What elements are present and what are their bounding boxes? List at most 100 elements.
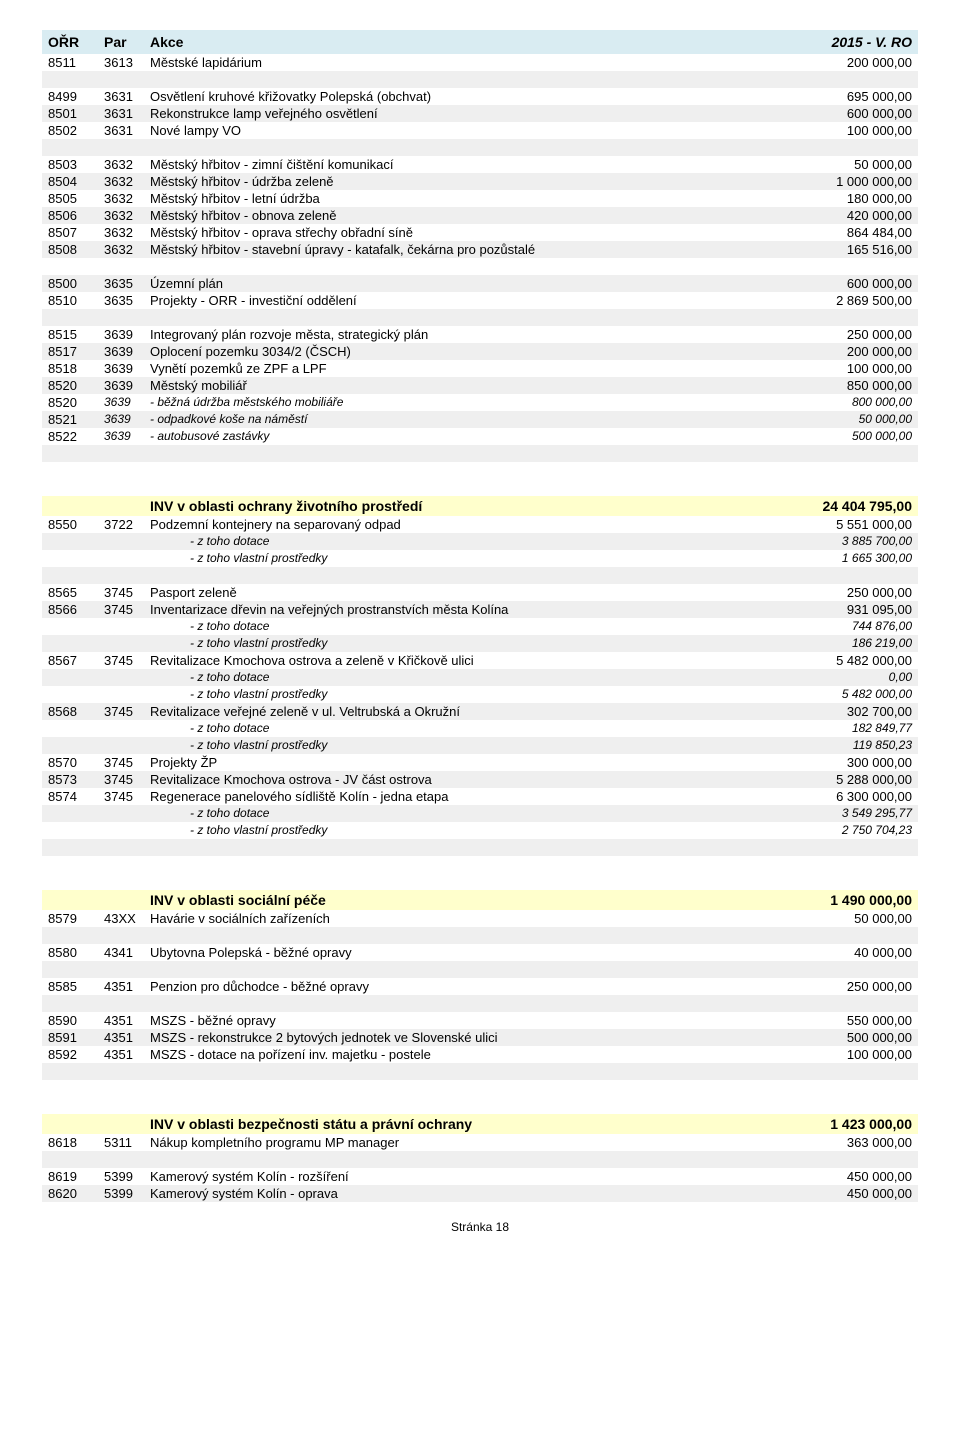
group-env-2: 85653745Pasport zeleně250 000,0085663745… xyxy=(42,584,918,618)
cell-orr: 8502 xyxy=(48,123,104,138)
table-header: OŘR Par Akce 2015 - V. RO xyxy=(42,30,918,54)
cell-par: 3639 xyxy=(104,429,150,444)
cell-orr: 8592 xyxy=(48,1047,104,1062)
cell-orr: 8590 xyxy=(48,1013,104,1028)
cell-value: 200 000,00 xyxy=(762,55,912,70)
cell-orr: 8515 xyxy=(48,327,104,342)
cell-akce: - autobusové zastávky xyxy=(150,429,762,444)
table-row: 85063632Městský hřbitov - obnova zeleně4… xyxy=(42,207,918,224)
cell-value: 695 000,00 xyxy=(762,89,912,104)
table-row: 85083632Městský hřbitov - stavební úprav… xyxy=(42,241,918,258)
cell-orr: 8499 xyxy=(48,89,104,104)
cell-akce: Městský hřbitov - údržba zeleně xyxy=(150,174,762,189)
cell-par: 3639 xyxy=(104,344,150,359)
section-value: 1 490 000,00 xyxy=(762,892,912,908)
cell-value: 302 700,00 xyxy=(762,704,912,719)
cell-orr: 8570 xyxy=(48,755,104,770)
cell-par xyxy=(104,806,150,821)
cell-par: 3635 xyxy=(104,293,150,308)
cell-orr xyxy=(48,806,104,821)
group-env-4-sub: - z toho dotace182 849,77- z toho vlastn… xyxy=(42,720,918,754)
header-orr: OŘR xyxy=(48,34,104,50)
cell-orr: 8573 xyxy=(48,772,104,787)
group-env-4: 85683745Revitalizace veřejné zeleně v ul… xyxy=(42,703,918,720)
section-env: INV v oblasti ochrany životního prostřed… xyxy=(42,496,918,516)
cell-par: 3639 xyxy=(104,412,150,427)
spacer xyxy=(42,927,918,944)
cell-orr: 8619 xyxy=(48,1169,104,1184)
group-2: 84993631Osvětlení kruhové křižovatky Pol… xyxy=(42,88,918,139)
table-row: 85213639- odpadkové koše na náměstí50 00… xyxy=(42,411,918,428)
spacer xyxy=(42,1080,918,1114)
cell-value: 600 000,00 xyxy=(762,276,912,291)
cell-akce: - běžná údržba městského mobiliáře xyxy=(150,395,762,410)
cell-par: 3745 xyxy=(104,653,150,668)
cell-orr: 8510 xyxy=(48,293,104,308)
table-row: 85153639Integrovaný plán rozvoje města, … xyxy=(42,326,918,343)
table-row: - z toho vlastní prostředky5 482 000,00 xyxy=(42,686,918,703)
cell-akce: Podzemní kontejnery na separovaný odpad xyxy=(150,517,762,532)
cell-orr: 8505 xyxy=(48,191,104,206)
table-row: 85733745Revitalizace Kmochova ostrova - … xyxy=(42,771,918,788)
cell-orr: 8567 xyxy=(48,653,104,668)
header-akce: Akce xyxy=(150,34,762,50)
cell-par: 3745 xyxy=(104,789,150,804)
cell-akce: Revitalizace Kmochova ostrova - JV část … xyxy=(150,772,762,787)
table-row: 85173639Oplocení pozemku 3034/2 (ČSCH)20… xyxy=(42,343,918,360)
cell-akce: Městský hřbitov - zimní čištění komunika… xyxy=(150,157,762,172)
group-env-3-sub: - z toho dotace0,00- z toho vlastní pros… xyxy=(42,669,918,703)
cell-value: 300 000,00 xyxy=(762,755,912,770)
table-row: 85924351MSZS - dotace na pořízení inv. m… xyxy=(42,1046,918,1063)
spacer xyxy=(42,258,918,275)
cell-orr xyxy=(48,823,104,838)
group-soc-2: 85804341Ubytovna Polepská - běžné opravy… xyxy=(42,944,918,961)
cell-akce: Ubytovna Polepská - běžné opravy xyxy=(150,945,762,960)
section-title: INV v oblasti sociální péče xyxy=(150,892,762,908)
cell-akce: Inventarizace dřevin na veřejných prostr… xyxy=(150,602,762,617)
cell-par: 3631 xyxy=(104,123,150,138)
cell-par: 3635 xyxy=(104,276,150,291)
section-sec: INV v oblasti bezpečnosti státu a právní… xyxy=(42,1114,918,1134)
cell-par: 3632 xyxy=(104,191,150,206)
table-row: - z toho vlastní prostředky2 750 704,23 xyxy=(42,822,918,839)
cell-value: 180 000,00 xyxy=(762,191,912,206)
group-env-1-sub: - z toho dotace3 885 700,00- z toho vlas… xyxy=(42,533,918,567)
table-row: 85904351MSZS - běžné opravy550 000,00 xyxy=(42,1012,918,1029)
section-title: INV v oblasti bezpečnosti státu a právní… xyxy=(150,1116,762,1132)
cell-akce: - z toho vlastní prostředky xyxy=(150,687,762,702)
section-value: 1 423 000,00 xyxy=(762,1116,912,1132)
cell-value: 50 000,00 xyxy=(762,412,912,427)
group-env-2-sub1: - z toho dotace744 876,00- z toho vlastn… xyxy=(42,618,918,652)
cell-orr: 8500 xyxy=(48,276,104,291)
cell-orr xyxy=(48,670,104,685)
cell-akce: - z toho vlastní prostředky xyxy=(150,636,762,651)
cell-orr: 8522 xyxy=(48,429,104,444)
group-1: 85113613Městské lapidárium200 000,00 xyxy=(42,54,918,71)
table-row: 84993631Osvětlení kruhové křižovatky Pol… xyxy=(42,88,918,105)
cell-value: 100 000,00 xyxy=(762,1047,912,1062)
cell-akce: Oplocení pozemku 3034/2 (ČSCH) xyxy=(150,344,762,359)
table-row: 86185311Nákup kompletního programu MP ma… xyxy=(42,1134,918,1151)
cell-orr: 8511 xyxy=(48,55,104,70)
cell-value: 5 482 000,00 xyxy=(762,687,912,702)
cell-par xyxy=(104,823,150,838)
cell-par: 3639 xyxy=(104,327,150,342)
cell-par: 4351 xyxy=(104,1047,150,1062)
cell-akce: Nové lampy VO xyxy=(150,123,762,138)
cell-orr: 8501 xyxy=(48,106,104,121)
cell-value: 800 000,00 xyxy=(762,395,912,410)
cell-value: 119 850,23 xyxy=(762,738,912,753)
cell-orr: 8580 xyxy=(48,945,104,960)
cell-akce: Městský mobiliář xyxy=(150,378,762,393)
cell-akce: Penzion pro důchodce - běžné opravy xyxy=(150,979,762,994)
cell-value: 100 000,00 xyxy=(762,361,912,376)
cell-orr xyxy=(48,687,104,702)
cell-value: 363 000,00 xyxy=(762,1135,912,1150)
table-row: 85043632Městský hřbitov - údržba zeleně1… xyxy=(42,173,918,190)
table-row: 85743745Regenerace panelového sídliště K… xyxy=(42,788,918,805)
cell-par xyxy=(104,721,150,736)
cell-value: 550 000,00 xyxy=(762,1013,912,1028)
cell-akce: Projekty - ORR - investiční oddělení xyxy=(150,293,762,308)
cell-value: 5 482 000,00 xyxy=(762,653,912,668)
group-sec-1: 86185311Nákup kompletního programu MP ma… xyxy=(42,1134,918,1151)
